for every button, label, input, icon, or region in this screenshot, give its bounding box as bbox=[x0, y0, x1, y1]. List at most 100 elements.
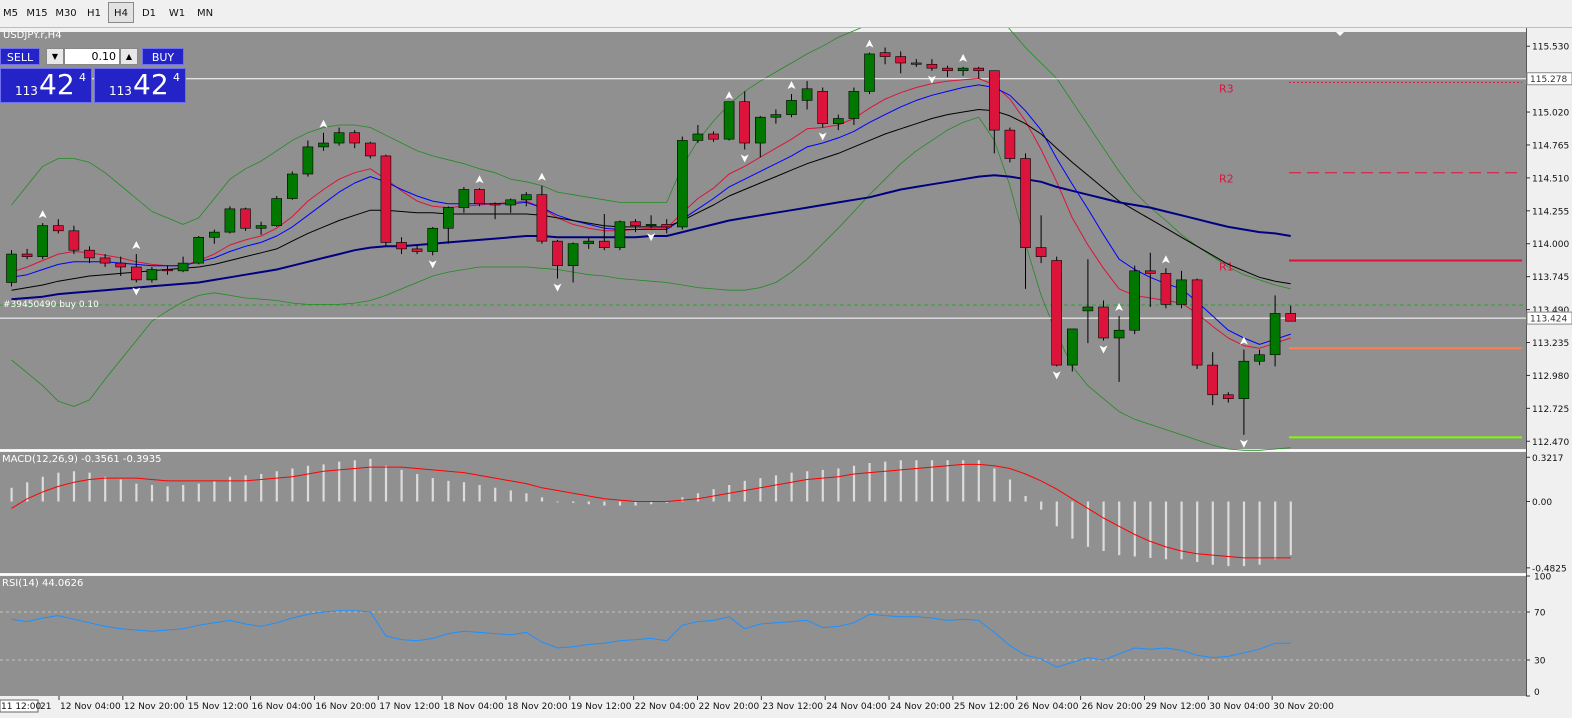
candle-body bbox=[942, 67, 953, 72]
candle-body bbox=[68, 230, 80, 251]
macd-histogram-bar bbox=[790, 472, 793, 502]
fractal-down-icon bbox=[927, 75, 936, 84]
macd-histogram-bar bbox=[416, 474, 419, 502]
candle-body bbox=[864, 53, 875, 92]
macd-histogram-bar bbox=[977, 460, 980, 502]
time-tick-label: 12 Nov 04:00 bbox=[60, 702, 121, 712]
candle-body bbox=[474, 189, 485, 205]
timeframe-mn[interactable]: MN bbox=[196, 8, 214, 19]
rsi-pane-background bbox=[0, 576, 1526, 696]
macd-histogram-bar bbox=[665, 501, 668, 503]
candle-body bbox=[801, 88, 813, 101]
macd-histogram-bar bbox=[244, 475, 247, 502]
macd-signal-line bbox=[11, 463, 1291, 559]
macd-histogram-bar bbox=[119, 479, 122, 502]
buy-price-main: 42 bbox=[133, 68, 169, 101]
macd-histogram-bar bbox=[182, 485, 185, 502]
macd-histogram-bar bbox=[291, 468, 294, 502]
macd-histogram-bar bbox=[962, 460, 965, 502]
fractal-up-icon bbox=[475, 175, 484, 184]
candle-body bbox=[99, 257, 111, 264]
rsi-tick-label: 0 bbox=[1534, 688, 1540, 698]
candle-body bbox=[598, 240, 610, 248]
macd-histogram-bar bbox=[384, 465, 388, 502]
timeframe-h4[interactable]: H4 bbox=[108, 2, 134, 23]
macd-histogram-bar bbox=[1289, 501, 1292, 556]
candle-body bbox=[240, 208, 251, 229]
candle-body bbox=[37, 225, 49, 257]
candle-body bbox=[973, 67, 985, 72]
candle-body bbox=[1285, 313, 1296, 322]
candle-body bbox=[209, 231, 220, 238]
candle-body bbox=[1004, 129, 1016, 159]
macd-histogram-bar bbox=[930, 460, 934, 502]
macd-histogram-bar bbox=[1055, 501, 1058, 527]
macd-histogram-bar bbox=[712, 489, 715, 502]
sell-price-box[interactable]: 113 42 4 bbox=[0, 68, 92, 103]
candle-body bbox=[692, 133, 704, 141]
price-chart[interactable]: 115.530115.275115.020114.765114.510114.2… bbox=[0, 28, 1572, 718]
time-tick-label: 12 Nov 20:00 bbox=[124, 702, 185, 712]
lot-increase-icon[interactable]: ▲ bbox=[120, 48, 138, 65]
macd-histogram-bar bbox=[525, 493, 528, 502]
sell-button[interactable]: SELL bbox=[0, 48, 40, 65]
candle-body bbox=[1098, 306, 1109, 339]
price-flag bbox=[1526, 311, 1572, 325]
macd-tick-label: 0.3217 bbox=[1532, 454, 1564, 464]
macd-histogram-bar bbox=[540, 497, 544, 502]
time-tick-label: 18 Nov 20:00 bbox=[507, 702, 568, 712]
macd-histogram-bar bbox=[1008, 479, 1012, 502]
timeframe-m15[interactable]: M15 bbox=[26, 8, 48, 19]
candle-body bbox=[1191, 279, 1203, 366]
candle-body bbox=[427, 227, 439, 252]
macd-histogram-bar bbox=[759, 478, 762, 502]
macd-histogram-bar bbox=[72, 471, 76, 502]
price-tick-label: 112.980 bbox=[1532, 372, 1569, 382]
timeframe-m30[interactable]: M30 bbox=[55, 8, 77, 19]
candle-body bbox=[1113, 329, 1125, 339]
timeframe-m5[interactable]: M5 bbox=[3, 8, 18, 19]
timeframe-h1[interactable]: H1 bbox=[87, 8, 101, 19]
lot-decrease-icon[interactable]: ▼ bbox=[46, 48, 64, 65]
macd-histogram-bar bbox=[213, 480, 216, 502]
time-tick-label: 23 Nov 12:00 bbox=[762, 702, 823, 712]
buy-button[interactable]: BUY bbox=[142, 48, 184, 65]
macd-histogram-bar bbox=[353, 460, 356, 502]
macd-tick-label: -0.4825 bbox=[1532, 564, 1567, 574]
time-tick-label: 16 Nov 04:00 bbox=[252, 702, 313, 712]
macd-histogram-bar bbox=[1086, 501, 1090, 547]
buy-price-box[interactable]: 113 42 4 bbox=[94, 68, 186, 103]
time-tick-label: 15 Nov 12:00 bbox=[188, 702, 249, 712]
time-tick-label: 17 Nov 12:00 bbox=[379, 702, 440, 712]
macd-histogram-bar bbox=[650, 501, 653, 505]
candle-body bbox=[848, 91, 860, 119]
fractal-up-icon bbox=[132, 241, 141, 250]
candle-body bbox=[676, 140, 688, 228]
timeframe-d1[interactable]: D1 bbox=[141, 8, 157, 19]
order-label: #39450490 buy 0.10 bbox=[3, 300, 99, 310]
candle-body bbox=[364, 142, 376, 157]
macd-histogram-bar bbox=[166, 486, 169, 502]
price-tick-label: 114.000 bbox=[1532, 240, 1569, 250]
macd-histogram-bar bbox=[1118, 501, 1121, 556]
fractal-down-icon bbox=[132, 287, 141, 296]
candle-body bbox=[442, 207, 454, 229]
macd-histogram-bar bbox=[868, 463, 871, 502]
price-flag-label: 115.278 bbox=[1530, 75, 1567, 85]
candle-body bbox=[910, 62, 922, 65]
fractal-up-icon bbox=[537, 172, 546, 181]
macd-histogram-bar bbox=[993, 468, 996, 502]
lot-size-input[interactable]: 0.10 bbox=[64, 48, 120, 65]
timeframe-w1[interactable]: W1 bbox=[168, 8, 186, 19]
candle-body bbox=[146, 269, 158, 281]
macd-histogram-bar bbox=[228, 476, 232, 502]
candle-body bbox=[505, 199, 517, 206]
candle-body bbox=[271, 198, 283, 226]
macd-histogram-bar bbox=[681, 497, 684, 502]
time-crosshair-box bbox=[0, 699, 39, 713]
candle-body bbox=[879, 52, 891, 57]
macd-histogram-bar bbox=[275, 471, 278, 502]
macd-histogram-bar bbox=[806, 471, 809, 502]
time-tick-label: 24 Nov 04:00 bbox=[826, 702, 887, 712]
candle-body bbox=[723, 101, 735, 140]
